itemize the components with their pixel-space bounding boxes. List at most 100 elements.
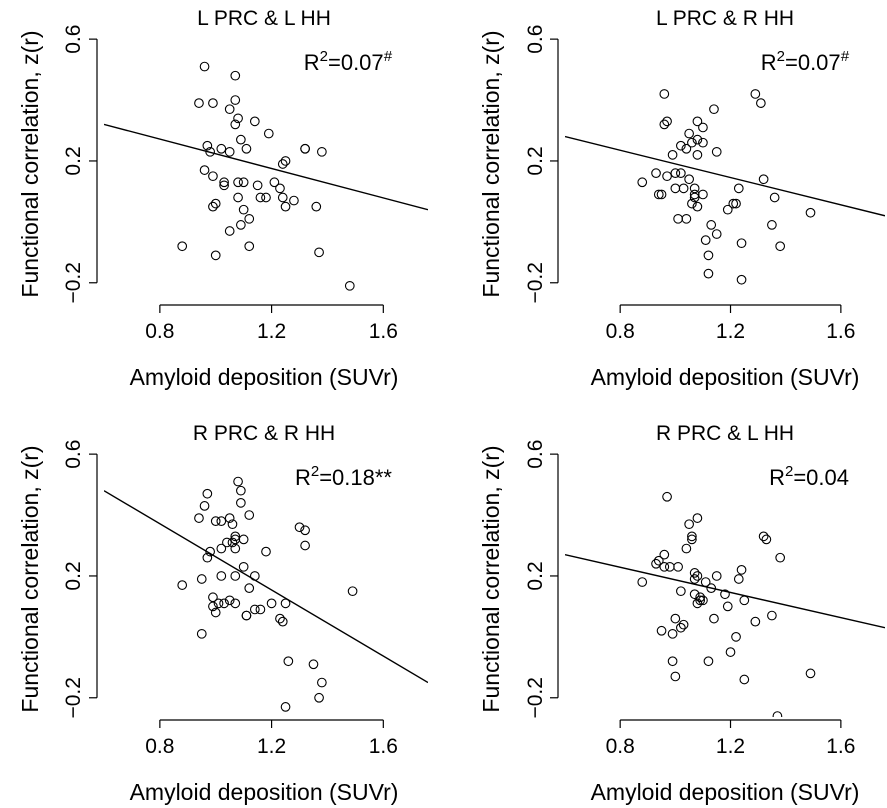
y-tick-label: −0.2 (62, 677, 85, 718)
data-point (230, 571, 241, 581)
y-tick-label: −0.2 (524, 677, 547, 718)
data-point (736, 274, 747, 285)
x-tick-label: 1.6 (369, 735, 398, 758)
data-point (667, 628, 678, 639)
data-point (196, 628, 207, 639)
data-point (703, 656, 714, 667)
data-point (199, 165, 210, 175)
data-point (317, 677, 327, 688)
r-squared-sup: 2 (777, 48, 785, 65)
data-point (687, 137, 697, 148)
r-squared-sup: 2 (311, 463, 319, 480)
data-point (227, 519, 238, 530)
data-point (659, 119, 670, 130)
r-squared-base: R (304, 50, 320, 75)
data-point (698, 595, 708, 606)
data-point (238, 177, 249, 188)
data-point (294, 522, 305, 533)
data-point (208, 201, 218, 212)
data-point (711, 229, 722, 239)
data-point (678, 619, 689, 630)
data-point (720, 589, 730, 600)
data-point (347, 586, 358, 597)
y-tick-label: −0.2 (62, 262, 85, 303)
data-point (238, 561, 249, 572)
data-point (767, 610, 777, 621)
data-point (698, 122, 708, 133)
data-point (758, 174, 769, 185)
data-point (750, 616, 761, 627)
data-point (233, 113, 243, 124)
data-point (736, 238, 747, 249)
panel-title: R PRC & L HH (656, 422, 794, 445)
data-point (670, 671, 681, 682)
data-point (317, 146, 327, 157)
x-tick-label: 1.2 (716, 320, 745, 343)
data-point (687, 531, 697, 542)
r-squared-base: R (761, 50, 777, 75)
data-point (673, 561, 683, 572)
data-point (230, 119, 241, 130)
data-point (681, 213, 692, 224)
data-point (208, 171, 218, 182)
data-point (219, 177, 229, 188)
data-point (216, 543, 227, 554)
data-point (684, 519, 694, 530)
data-point (739, 674, 750, 685)
data-point (280, 201, 291, 212)
data-point (230, 543, 241, 554)
data-point (224, 104, 235, 115)
data-point (805, 207, 816, 218)
data-point (772, 711, 783, 717)
data-point (709, 104, 719, 115)
panel-4: R PRC & L HH 0.8 1.2 1.6 Amyloid deposition … (478, 422, 885, 805)
data-point (249, 116, 260, 127)
x-tick-label: 0.8 (145, 320, 174, 343)
data-point (275, 613, 285, 624)
data-point (277, 159, 288, 169)
data-point (224, 226, 235, 236)
data-point (689, 192, 700, 203)
data-point (233, 177, 243, 188)
data-point (662, 171, 672, 182)
data-point (681, 543, 692, 554)
data-point (202, 552, 213, 563)
panel-title: L PRC & R HH (656, 7, 794, 30)
data-point (733, 574, 744, 584)
y-axis-label: Functional correlation, z(r) (478, 30, 504, 297)
x-tick-label: 1.6 (369, 320, 398, 343)
panel-3: R PRC & R HH 0.8 1.2 1.6 Amyloid deposition … (17, 422, 428, 805)
data-point (213, 598, 224, 609)
y-axis-label: Functional correlation, z(r) (17, 30, 43, 297)
data-point (344, 280, 355, 291)
significance-mark: # (841, 48, 850, 65)
data-point (252, 180, 263, 191)
y-tick-label: 0.6 (62, 440, 85, 469)
data-point (249, 571, 260, 581)
data-point (280, 598, 291, 609)
r-squared-label: R2=0.18** (295, 463, 392, 490)
data-point (664, 561, 675, 572)
y-tick-label: 0.6 (524, 25, 547, 54)
plot-area (565, 491, 885, 717)
x-tick-label: 1.6 (826, 320, 855, 343)
data-point (670, 613, 681, 624)
data-point (681, 143, 692, 154)
data-point (689, 568, 700, 578)
data-point (283, 656, 294, 667)
panel-1: L PRC & L HH 0.8 1.2 1.6 Amyloid deposition … (17, 7, 428, 390)
r-squared-base: R (295, 465, 311, 490)
data-point (676, 622, 686, 633)
r-squared-value: =0.07 (785, 50, 841, 75)
data-point (637, 577, 648, 587)
data-point (236, 498, 246, 508)
data-point (692, 201, 703, 212)
data-point (670, 168, 681, 178)
regression-line (104, 490, 428, 684)
data-point (205, 146, 215, 157)
data-point (653, 555, 664, 566)
data-point (667, 656, 678, 667)
x-tick-label: 0.8 (606, 320, 635, 343)
x-tick-label: 1.2 (257, 735, 286, 758)
